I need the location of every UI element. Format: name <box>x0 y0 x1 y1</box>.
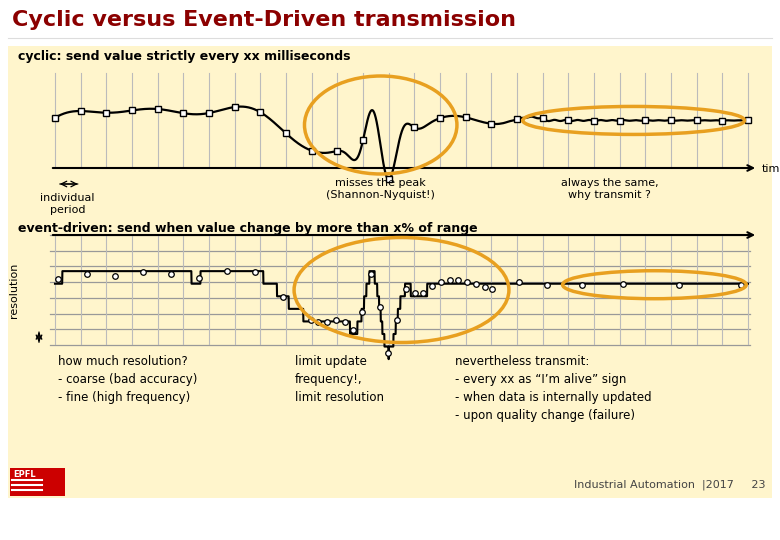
Text: misses the peak
(Shannon-Nyquist!): misses the peak (Shannon-Nyquist!) <box>326 178 435 200</box>
Text: resolution: resolution <box>9 262 19 318</box>
Text: event-driven: send when value change by more than x% of range: event-driven: send when value change by … <box>18 222 477 235</box>
Text: Industrial Automation  |2017     23: Industrial Automation |2017 23 <box>573 480 765 490</box>
Text: nevertheless transmit:
- every xx as “I’m alive” sign
- when data is internally : nevertheless transmit: - every xx as “I’… <box>455 355 651 422</box>
Text: EPFL: EPFL <box>13 470 36 479</box>
Text: individual
period: individual period <box>41 193 94 214</box>
Text: Cyclic versus Event-Driven transmission: Cyclic versus Event-Driven transmission <box>12 10 516 30</box>
Text: limit update
frequency!,
limit resolution: limit update frequency!, limit resolutio… <box>295 355 384 404</box>
Text: time: time <box>762 164 780 174</box>
Text: always the same,
why transmit ?: always the same, why transmit ? <box>561 178 658 200</box>
Bar <box>10 468 65 496</box>
Bar <box>8 46 772 498</box>
Text: how much resolution?
- coarse (bad accuracy)
- fine (high frequency): how much resolution? - coarse (bad accur… <box>58 355 197 404</box>
Text: cyclic: send value strictly every xx milliseconds: cyclic: send value strictly every xx mil… <box>18 50 350 63</box>
